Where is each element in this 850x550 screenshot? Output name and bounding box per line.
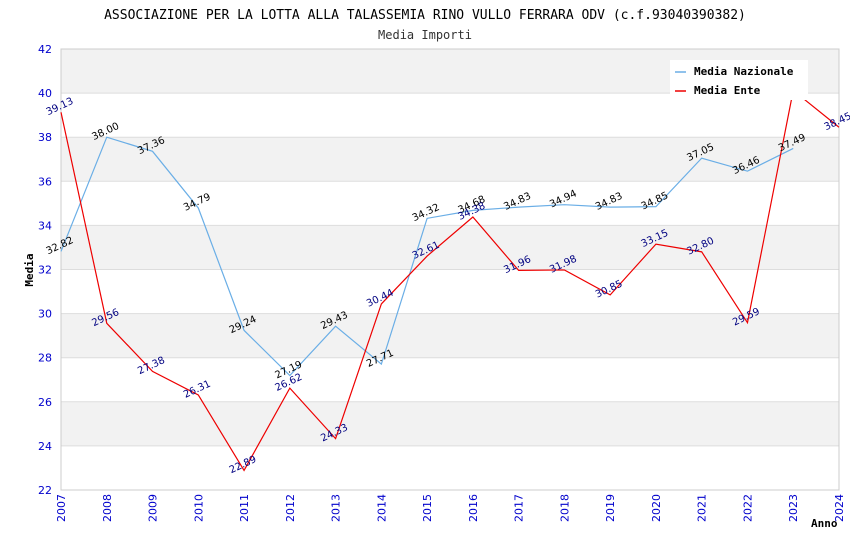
- series-line-nazionale: [60, 136, 794, 377]
- plot-band: [61, 137, 839, 182]
- x-tick-label: 2013: [330, 494, 343, 522]
- chart-subtitle: Media Importi: [378, 28, 472, 42]
- x-tick-label: 2022: [741, 494, 754, 522]
- x-tick-label: 2017: [513, 494, 526, 522]
- x-tick-label: 2016: [467, 494, 480, 522]
- x-axis-label: Anno: [811, 517, 838, 530]
- x-tick-label: 2010: [192, 494, 205, 522]
- plot-band: [61, 445, 839, 490]
- x-tick-label: 2021: [696, 494, 709, 522]
- y-tick-label: 24: [38, 440, 52, 453]
- x-tick-label: 2014: [375, 494, 388, 522]
- plot-band: [61, 225, 839, 270]
- x-tick-label: 2007: [55, 494, 68, 522]
- y-tick-label: 22: [38, 484, 52, 497]
- x-tick-label: 2015: [421, 494, 434, 522]
- y-tick-label: 34: [38, 219, 52, 232]
- x-tick-label: 2018: [558, 494, 571, 522]
- plot-background: [61, 49, 839, 490]
- x-tick-label: 2011: [238, 494, 251, 522]
- plot-area-border: [60, 48, 840, 491]
- y-tick-label: 38: [38, 131, 52, 144]
- y-tick-label: 40: [38, 87, 52, 100]
- series-lines: [60, 89, 840, 472]
- x-tick-label: 2020: [650, 494, 663, 522]
- series-line-ente: [60, 89, 840, 472]
- x-tick-label: 2012: [284, 494, 297, 522]
- plot-band: [61, 93, 839, 138]
- legend-label-ente: Media Ente: [694, 84, 761, 97]
- x-tick-label: 2019: [604, 494, 617, 522]
- y-axis-ticks: 22 24 26 28 30 32 34 36 38 40 42: [38, 43, 52, 497]
- y-tick-label: 36: [38, 175, 52, 188]
- plot-band: [61, 401, 839, 446]
- y-tick-label: 26: [38, 396, 52, 409]
- legend-label-nazionale: Media Nazionale: [694, 65, 794, 78]
- y-axis-label: Media: [23, 253, 36, 286]
- plot-band: [61, 269, 839, 314]
- y-tick-label: 28: [38, 352, 52, 365]
- x-axis-ticks: 2007 2008 2009 2010 2011 2012 2013 2014 2015 2016…: [55, 494, 846, 522]
- chart-title: ASSOCIAZIONE PER LA LOTTA ALLA TALASSEMI…: [104, 8, 746, 23]
- x-tick-label: 2009: [147, 494, 160, 522]
- x-tick-label: 2024: [833, 494, 846, 522]
- plot-band: [61, 357, 839, 402]
- x-tick-label: 2008: [101, 494, 114, 522]
- legend-box: [670, 60, 808, 100]
- plot-band: [61, 181, 839, 226]
- plot-band: [61, 313, 839, 358]
- x-tick-label: 2023: [787, 494, 800, 522]
- y-tick-label: 32: [38, 264, 52, 277]
- y-tick-label: 30: [38, 308, 52, 321]
- legend: Media Nazionale Media Ente: [670, 60, 808, 100]
- y-tick-label: 42: [38, 43, 52, 56]
